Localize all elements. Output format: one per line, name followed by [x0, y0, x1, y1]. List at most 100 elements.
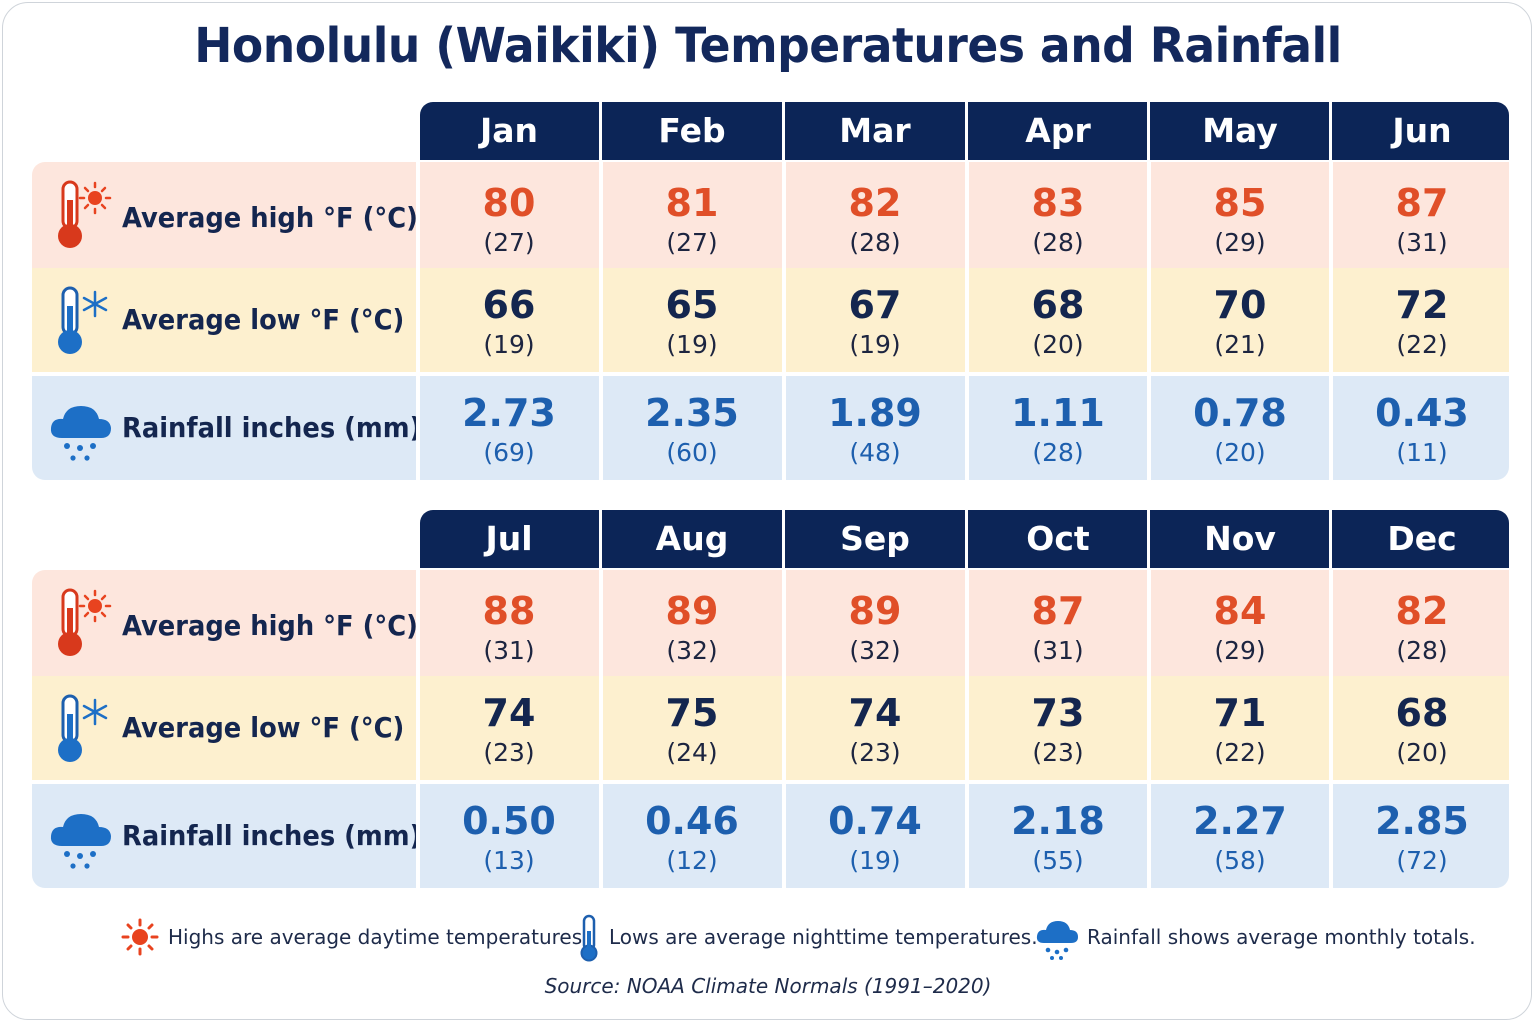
row-label-high: Average high °F (°C) — [122, 201, 418, 234]
value-high: 82 — [1395, 589, 1449, 633]
value-high: 82 — [848, 181, 902, 225]
legend-high-text: Highs are average daytime temperatures. — [168, 925, 589, 949]
value-cell: 84 (29) — [1151, 574, 1329, 678]
cell-divider — [599, 268, 603, 372]
value-high: 88 — [482, 589, 536, 633]
value-cell: 2.73 (69) — [420, 376, 598, 480]
value-cell: 1.89 (48) — [786, 376, 964, 480]
value-rain-metric: (12) — [666, 846, 718, 875]
cell-divider — [965, 570, 969, 678]
value-low: 73 — [1031, 691, 1085, 735]
value-cell: 89 (32) — [603, 574, 781, 678]
cell-divider — [965, 268, 969, 372]
value-low-metric: (20) — [1032, 330, 1084, 359]
cell-divider — [1329, 676, 1333, 780]
value-high-metric: (28) — [1396, 636, 1448, 665]
value-low: 68 — [1031, 283, 1085, 327]
month-header-cell: May — [1202, 111, 1278, 150]
value-rain-metric: (72) — [1396, 846, 1448, 875]
value-rain: 0.74 — [828, 799, 922, 843]
value-cell: 2.35 (60) — [603, 376, 781, 480]
value-high-metric: (31) — [1032, 636, 1084, 665]
header-divider — [1147, 102, 1150, 160]
value-rain: 2.35 — [645, 391, 739, 435]
value-low: 65 — [665, 283, 719, 327]
cell-divider — [965, 676, 969, 780]
value-cell: 67 (19) — [786, 268, 964, 372]
month-header-cell: Feb — [658, 111, 726, 150]
cell-divider — [1329, 784, 1333, 888]
value-high-metric: (29) — [1214, 228, 1266, 257]
header-divider — [782, 510, 785, 568]
value-high: 81 — [665, 181, 719, 225]
cell-divider — [599, 376, 603, 480]
value-high-metric: (28) — [849, 228, 901, 257]
value-cell: 0.46 (12) — [603, 784, 781, 888]
value-cell: 70 (21) — [1151, 268, 1329, 372]
cell-divider — [1329, 162, 1333, 270]
source-note: Source: NOAA Climate Normals (1991–2020) — [544, 974, 992, 998]
value-low-metric: (23) — [849, 738, 901, 767]
value-cell: 80 (27) — [420, 166, 598, 270]
value-low-metric: (23) — [1032, 738, 1084, 767]
value-cell: 0.74 (19) — [786, 784, 964, 888]
cell-divider — [1329, 570, 1333, 678]
cell-divider — [1147, 570, 1151, 678]
row-label-low: Average low °F (°C) — [122, 711, 405, 744]
cell-divider — [1329, 268, 1333, 372]
month-header-cell: Jan — [479, 111, 539, 150]
value-cell: 73 (23) — [969, 676, 1147, 780]
legend-rain: Rainfall shows average monthly totals. — [1034, 915, 1476, 960]
value-high: 89 — [848, 589, 902, 633]
value-low: 71 — [1213, 691, 1267, 735]
header-divider — [599, 102, 602, 160]
value-cell: 0.43 (11) — [1333, 376, 1511, 480]
value-cell: 89 (32) — [786, 574, 964, 678]
value-cell: 82 (28) — [1333, 574, 1511, 678]
header-divider — [782, 102, 785, 160]
row-label-high: Average high °F (°C) — [122, 609, 418, 642]
value-cell: 71 (22) — [1151, 676, 1329, 780]
row-high: Average high °F (°C) 88 (31) 89 (32) 89 (32) 87… — [32, 570, 1509, 678]
value-cell: 66 (19) — [420, 268, 598, 372]
month-header-cell: Aug — [655, 519, 729, 558]
month-header-cell: Apr — [1025, 111, 1091, 150]
value-cell: 87 (31) — [969, 574, 1147, 678]
cell-divider — [782, 570, 786, 678]
month-header-cell: Jun — [1392, 111, 1452, 150]
value-cell: 68 (20) — [969, 268, 1147, 372]
cell-divider — [416, 570, 420, 678]
value-cell: 68 (20) — [1333, 676, 1511, 780]
cell-divider — [416, 376, 420, 480]
value-rain: 2.73 — [462, 391, 556, 435]
value-low: 74 — [848, 691, 902, 735]
value-rain-metric: (48) — [849, 438, 901, 467]
value-low: 66 — [482, 283, 536, 327]
value-cell: 85 (29) — [1151, 166, 1329, 270]
header-divider — [1329, 102, 1332, 160]
value-cell: 87 (31) — [1333, 166, 1511, 270]
value-rain-metric: (55) — [1032, 846, 1084, 875]
value-cell: 0.50 (13) — [420, 784, 598, 888]
month-header-cell: Sep — [840, 519, 910, 558]
cell-divider — [782, 676, 786, 780]
value-cell: 81 (27) — [603, 166, 781, 270]
cell-divider — [1147, 376, 1151, 480]
value-low-metric: (19) — [666, 330, 718, 359]
legend-high: Highs are average daytime temperatures. — [120, 915, 589, 959]
value-rain-metric: (11) — [1396, 438, 1448, 467]
month-header: Jan Feb Mar Apr May Jun — [420, 102, 1509, 160]
value-cell: 0.78 (20) — [1151, 376, 1329, 480]
thermometer-snowflake-icon — [48, 282, 118, 362]
value-cell: 72 (22) — [1333, 268, 1511, 372]
value-high-metric: (27) — [483, 228, 535, 257]
value-cell: 74 (23) — [420, 676, 598, 780]
rain-cloud-icon — [1036, 921, 1078, 960]
value-rain-metric: (13) — [483, 846, 535, 875]
row-low: Average low °F (°C) 66 (19) 65 (19) 67 (19) 68 (… — [32, 268, 1509, 372]
value-rain-metric: (58) — [1214, 846, 1266, 875]
value-cell: 2.27 (58) — [1151, 784, 1329, 888]
cell-divider — [1329, 376, 1333, 480]
value-low: 67 — [848, 283, 902, 327]
value-low: 72 — [1395, 283, 1449, 327]
